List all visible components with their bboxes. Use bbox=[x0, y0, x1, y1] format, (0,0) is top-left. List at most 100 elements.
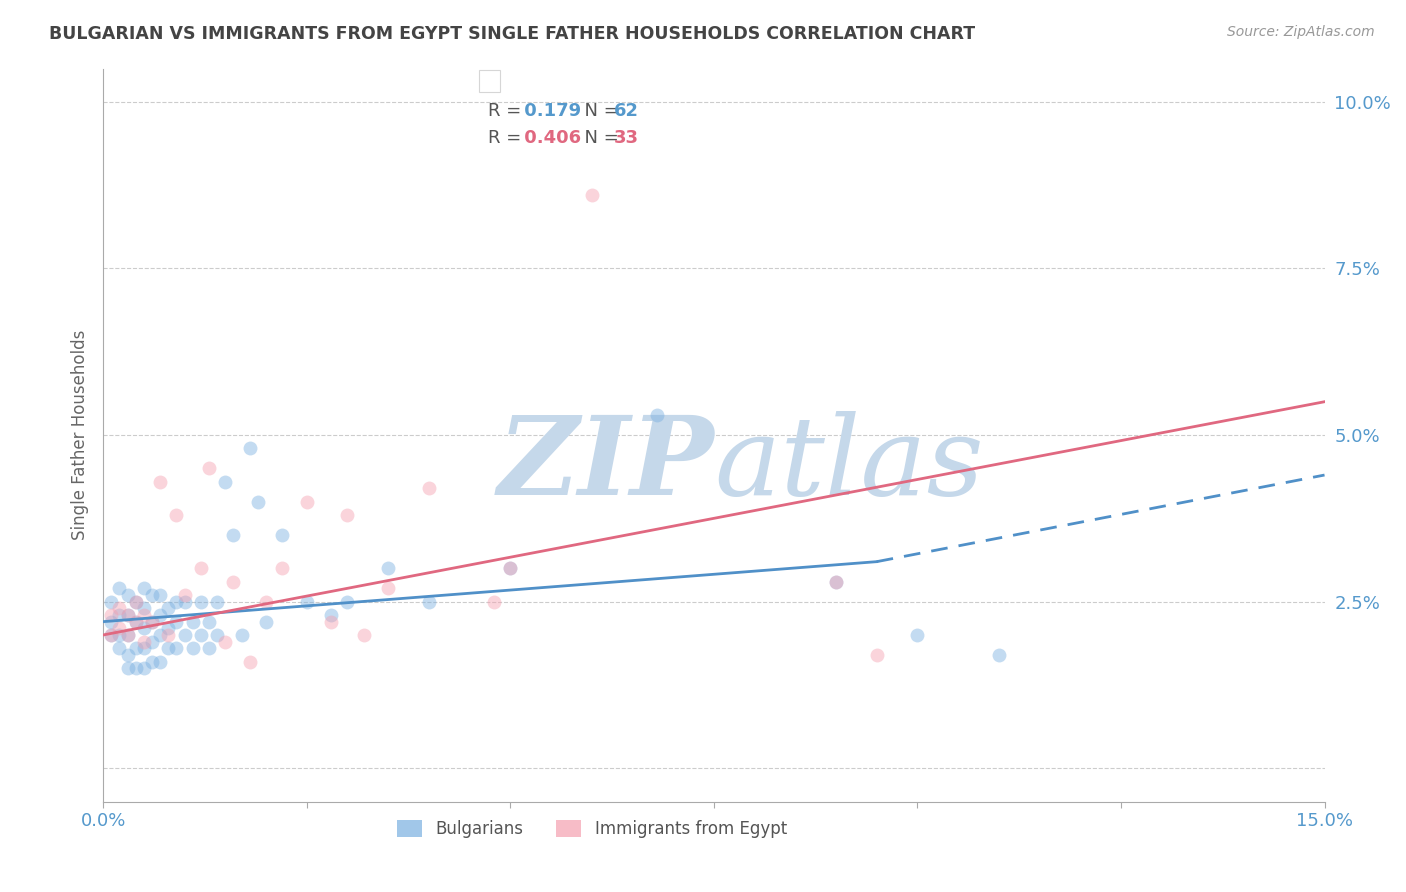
Point bbox=[254, 594, 277, 608]
Text: R =: R = bbox=[488, 128, 527, 146]
Point bbox=[254, 615, 277, 629]
Point bbox=[125, 615, 148, 629]
Text: N =: N = bbox=[574, 128, 624, 146]
Point bbox=[125, 594, 148, 608]
Point bbox=[198, 461, 221, 475]
Text: 33: 33 bbox=[613, 128, 638, 146]
Point bbox=[418, 481, 440, 495]
Point bbox=[418, 594, 440, 608]
Point bbox=[108, 628, 131, 642]
Point bbox=[117, 628, 139, 642]
Point bbox=[117, 661, 139, 675]
Point bbox=[117, 607, 139, 622]
Point bbox=[173, 628, 195, 642]
Point bbox=[132, 582, 155, 596]
Point bbox=[141, 634, 163, 648]
Point bbox=[132, 641, 155, 656]
Point bbox=[100, 594, 122, 608]
Point bbox=[108, 641, 131, 656]
Point bbox=[157, 641, 180, 656]
Point bbox=[149, 588, 172, 602]
Point bbox=[295, 494, 318, 508]
Point bbox=[141, 615, 163, 629]
Text: Source: ZipAtlas.com: Source: ZipAtlas.com bbox=[1227, 25, 1375, 39]
Point bbox=[132, 661, 155, 675]
Point bbox=[239, 655, 262, 669]
Point bbox=[825, 574, 848, 589]
Point bbox=[271, 561, 294, 575]
Point bbox=[165, 508, 187, 522]
Point bbox=[181, 615, 204, 629]
Point bbox=[825, 574, 848, 589]
Point bbox=[165, 615, 187, 629]
Point bbox=[157, 628, 180, 642]
Point bbox=[108, 601, 131, 615]
Point bbox=[987, 648, 1010, 662]
Point bbox=[100, 628, 122, 642]
Point bbox=[141, 615, 163, 629]
Point bbox=[173, 588, 195, 602]
Text: 0.179: 0.179 bbox=[519, 102, 582, 120]
Point bbox=[141, 655, 163, 669]
Point bbox=[141, 588, 163, 602]
Point bbox=[117, 648, 139, 662]
Point bbox=[336, 508, 359, 522]
Point bbox=[117, 607, 139, 622]
Point bbox=[125, 594, 148, 608]
Point bbox=[321, 615, 343, 629]
Point bbox=[482, 594, 505, 608]
Point bbox=[108, 621, 131, 635]
Point bbox=[499, 561, 522, 575]
Point bbox=[157, 601, 180, 615]
Text: 62: 62 bbox=[613, 102, 638, 120]
Point bbox=[239, 442, 262, 456]
Point bbox=[198, 615, 221, 629]
Point bbox=[231, 628, 253, 642]
Point bbox=[377, 561, 399, 575]
Y-axis label: Single Father Households: Single Father Households bbox=[72, 330, 89, 541]
Point bbox=[108, 582, 131, 596]
Point bbox=[336, 594, 359, 608]
Point bbox=[125, 661, 148, 675]
Text: BULGARIAN VS IMMIGRANTS FROM EGYPT SINGLE FATHER HOUSEHOLDS CORRELATION CHART: BULGARIAN VS IMMIGRANTS FROM EGYPT SINGL… bbox=[49, 25, 976, 43]
Point bbox=[190, 561, 212, 575]
Point bbox=[499, 561, 522, 575]
Point bbox=[125, 641, 148, 656]
Point bbox=[190, 594, 212, 608]
Point bbox=[198, 641, 221, 656]
Point bbox=[100, 615, 122, 629]
Point bbox=[321, 607, 343, 622]
Point bbox=[377, 582, 399, 596]
Point bbox=[866, 648, 889, 662]
Point bbox=[165, 594, 187, 608]
Point bbox=[149, 655, 172, 669]
Point bbox=[117, 588, 139, 602]
Point bbox=[581, 188, 603, 202]
Point bbox=[205, 594, 228, 608]
Point bbox=[100, 607, 122, 622]
Point bbox=[295, 594, 318, 608]
Point bbox=[173, 594, 195, 608]
Text: N =: N = bbox=[574, 102, 624, 120]
Point bbox=[905, 628, 928, 642]
Point bbox=[214, 475, 236, 489]
Point bbox=[205, 628, 228, 642]
Point bbox=[149, 475, 172, 489]
Point bbox=[246, 494, 269, 508]
Point bbox=[190, 628, 212, 642]
Point bbox=[157, 621, 180, 635]
Text: atlas: atlas bbox=[714, 410, 983, 518]
Text: 0.406: 0.406 bbox=[519, 128, 582, 146]
Point bbox=[132, 634, 155, 648]
Text: R =: R = bbox=[488, 102, 527, 120]
Point bbox=[165, 641, 187, 656]
Point bbox=[181, 641, 204, 656]
Point bbox=[214, 634, 236, 648]
Point bbox=[645, 408, 668, 422]
Text: ZIP: ZIP bbox=[498, 410, 714, 518]
Point bbox=[132, 601, 155, 615]
Point bbox=[132, 607, 155, 622]
Point bbox=[100, 628, 122, 642]
Point bbox=[108, 607, 131, 622]
Point bbox=[149, 607, 172, 622]
